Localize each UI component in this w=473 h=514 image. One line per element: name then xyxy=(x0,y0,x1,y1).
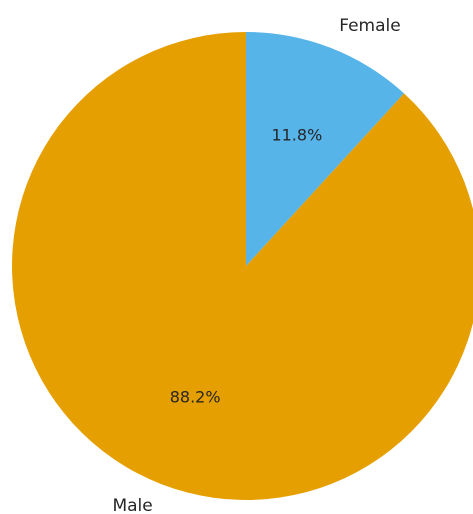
pie-slice-female xyxy=(246,32,405,266)
pct-label-female: 11.8% xyxy=(271,126,322,145)
labels-layer: 11.8% Female 88.2% Male xyxy=(112,16,400,514)
pie-slice-male xyxy=(12,32,473,500)
slice-label-male: Male xyxy=(112,496,152,514)
slices-layer xyxy=(12,32,473,500)
pct-label-male: 88.2% xyxy=(170,387,221,406)
slice-label-female: Female xyxy=(339,16,400,36)
